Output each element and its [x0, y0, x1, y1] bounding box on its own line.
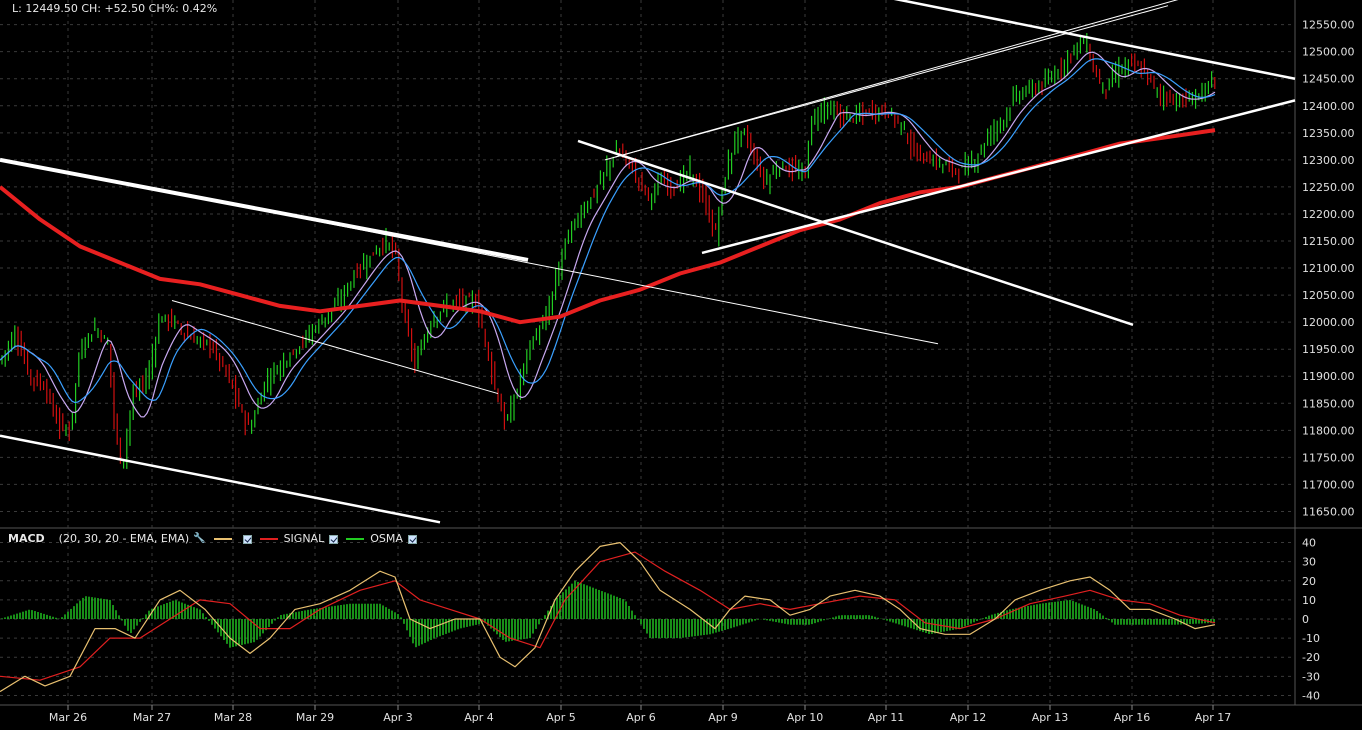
x-tick-label: Apr 5 [546, 711, 576, 724]
macd-tick-label: -30 [1302, 670, 1320, 683]
macd-tick-label: -20 [1302, 651, 1320, 664]
price-tick-label: 12500.00 [1302, 46, 1355, 59]
price-tick-label: 11950.00 [1302, 343, 1355, 356]
price-tick-label: 12000.00 [1302, 316, 1355, 329]
x-tick-label: Apr 12 [950, 711, 987, 724]
x-tick-label: Apr 17 [1195, 711, 1232, 724]
trend-line [577, 139, 1134, 327]
x-tick-label: Mar 29 [296, 711, 334, 724]
price-tick-label: 11700.00 [1302, 478, 1355, 491]
x-tick-label: Apr 3 [383, 711, 413, 724]
macd-tick-label: -10 [1302, 632, 1320, 645]
ma-purple-line [0, 51, 1216, 418]
x-tick-label: Apr 4 [464, 711, 494, 724]
trend-line [701, 99, 1296, 255]
x-tick-label: Mar 28 [214, 711, 252, 724]
price-tick-label: 12400.00 [1302, 100, 1355, 113]
trend-line [614, 0, 1179, 158]
macd-swatch [213, 537, 232, 540]
x-tick-label: Apr 9 [708, 711, 738, 724]
trend-line [893, 0, 1296, 80]
macd-params: (20, 30, 20 - EMA, EMA) [58, 532, 190, 545]
macd-tick-label: 30 [1302, 556, 1316, 569]
trend-line [19, 162, 939, 345]
checkbox-checked-icon[interactable] [329, 535, 339, 544]
macd-title: MACD [8, 532, 45, 545]
osma-swatch [346, 537, 365, 540]
signal-swatch [259, 537, 278, 540]
price-tick-label: 11650.00 [1302, 505, 1355, 518]
signal-line [0, 551, 1216, 681]
signal-label: SIGNAL [283, 532, 325, 545]
x-tick-label: Apr 10 [787, 711, 824, 724]
x-tick-label: Apr 6 [626, 711, 656, 724]
macd-tick-label: 40 [1302, 537, 1316, 550]
x-tick-label: Apr 11 [868, 711, 905, 724]
macd-line [0, 541, 1216, 693]
x-tick-label: Mar 26 [49, 711, 87, 724]
price-tick-label: 12250.00 [1302, 181, 1355, 194]
osma-label: OSMA [370, 532, 403, 545]
trend-line [171, 300, 499, 395]
macd-tick-label: 10 [1302, 594, 1316, 607]
x-tick-label: Apr 13 [1032, 711, 1069, 724]
trend-line [0, 157, 529, 262]
price-tick-label: 12300.00 [1302, 154, 1355, 167]
price-tick-label: 12050.00 [1302, 289, 1355, 302]
x-tick-label: Apr 16 [1114, 711, 1151, 724]
price-tick-label: 12550.00 [1302, 19, 1355, 32]
trend-line [0, 434, 441, 524]
wrench-icon[interactable]: 🔧 [193, 533, 206, 544]
checkbox-checked-icon[interactable] [242, 535, 252, 544]
macd-tick-label: 0 [1302, 613, 1309, 626]
price-tick-label: 11750.00 [1302, 451, 1355, 464]
ma-blue-line [0, 58, 1216, 404]
price-tick-label: 12100.00 [1302, 262, 1355, 275]
price-tick-label: 12350.00 [1302, 127, 1355, 140]
price-tick-label: 11850.00 [1302, 397, 1355, 410]
macd-legend: MACD (20, 30, 20 - EMA, EMA) 🔧 SIGNAL OS… [0, 530, 420, 547]
x-tick-label: Mar 27 [133, 711, 171, 724]
checkbox-checked-icon[interactable] [407, 535, 417, 544]
price-tick-label: 12450.00 [1302, 73, 1355, 86]
quote-line: L: 12449.50 CH: +52.50 CH%: 0.42% [12, 2, 218, 15]
macd-tick-label: -40 [1302, 689, 1320, 702]
price-tick-label: 12200.00 [1302, 208, 1355, 221]
price-tick-label: 12150.00 [1302, 235, 1355, 248]
macd-tick-label: 20 [1302, 575, 1316, 588]
price-tick-label: 11800.00 [1302, 424, 1355, 437]
price-tick-label: 11900.00 [1302, 370, 1355, 383]
